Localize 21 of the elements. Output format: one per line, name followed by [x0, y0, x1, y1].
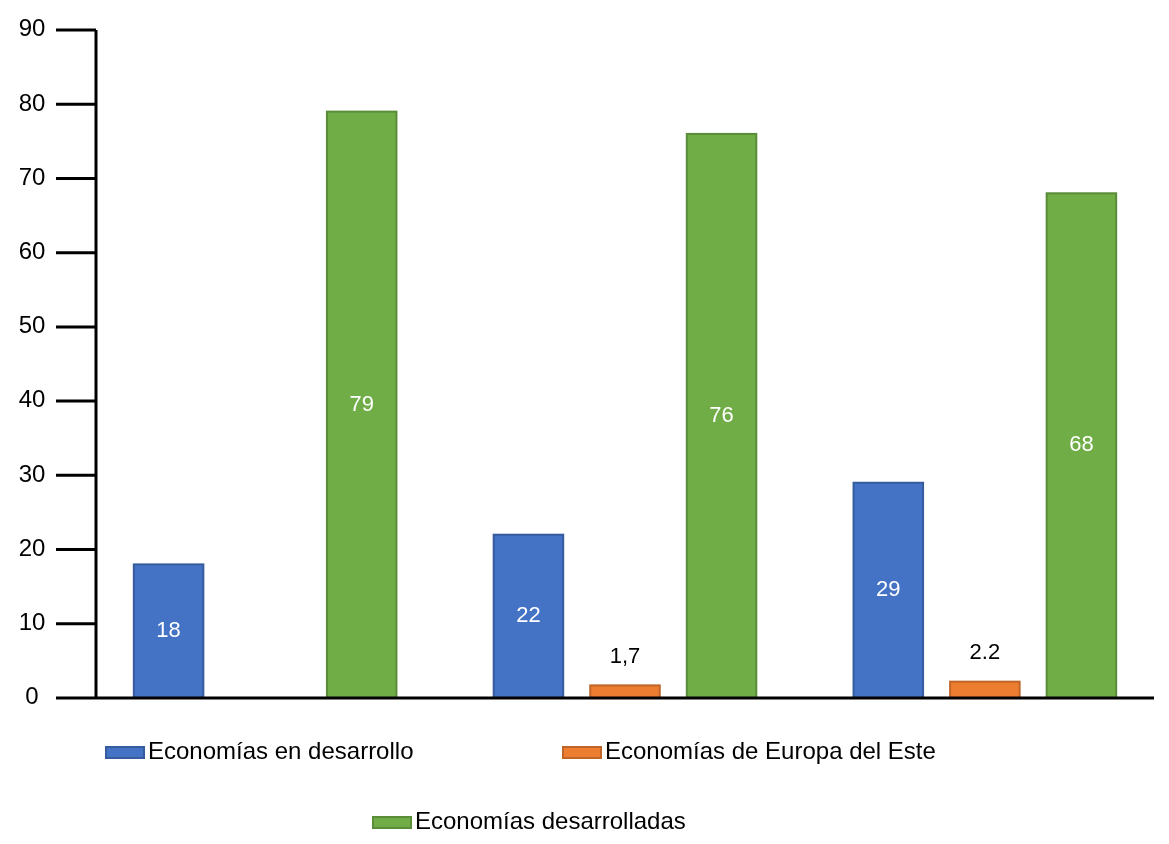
data-label: 29	[876, 576, 901, 602]
data-label: 76	[709, 401, 734, 427]
y-tick-label: 90	[18, 14, 46, 42]
data-label: 22	[516, 602, 541, 628]
legend-label: Economías de Europa del Este	[605, 737, 936, 765]
y-tick-label: 80	[18, 88, 46, 116]
data-label: 18	[156, 617, 181, 643]
y-tick-label: 30	[18, 459, 46, 487]
y-tick-label: 50	[18, 311, 46, 339]
data-label: 2.2	[969, 639, 1001, 665]
legend-label: Economías desarrolladas	[415, 807, 686, 835]
y-tick-label: 60	[18, 237, 46, 265]
y-tick-label: 70	[18, 162, 46, 190]
y-tick-label: 20	[18, 533, 46, 561]
data-label: 79	[349, 390, 374, 416]
y-tick-label: 0	[25, 682, 39, 710]
data-label: 1,7	[609, 643, 641, 669]
legend-label: Economías en desarrollo	[148, 737, 414, 765]
y-tick-label: 10	[18, 608, 46, 636]
y-tick-label: 40	[18, 385, 46, 413]
data-label: 68	[1069, 431, 1094, 457]
